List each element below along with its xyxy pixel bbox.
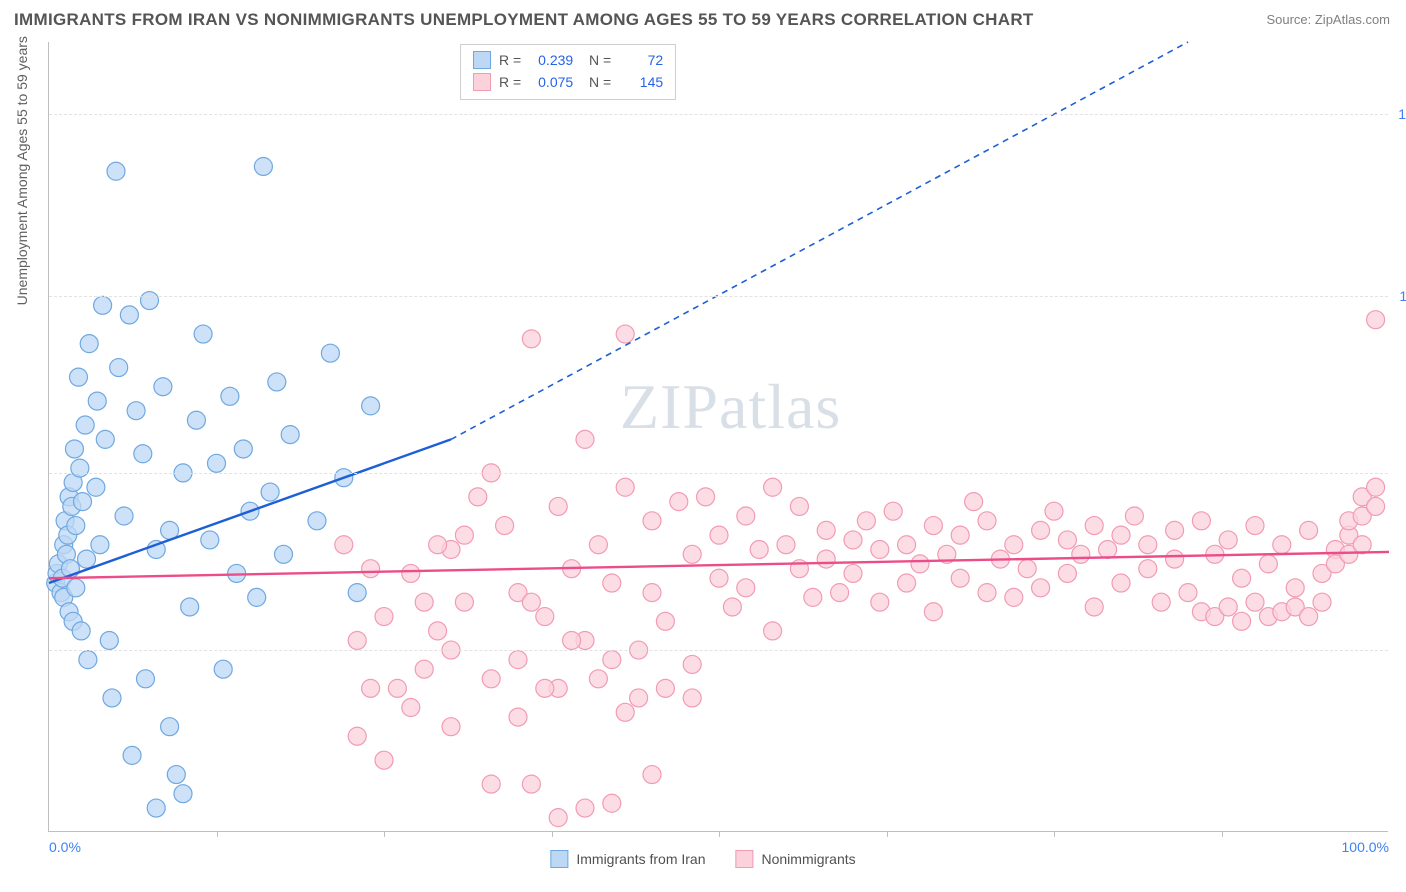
legend-item-1: Immigrants from Iran	[550, 850, 705, 868]
n-value-2: 145	[619, 74, 663, 90]
swatch-bottom-1	[550, 850, 568, 868]
y-axis-label: Unemployment Among Ages 55 to 59 years	[14, 36, 30, 305]
swatch-series-1	[473, 51, 491, 69]
legend-label-1: Immigrants from Iran	[576, 851, 705, 867]
r-value-2: 0.075	[529, 74, 573, 90]
y-tick-label: 11.2%	[1390, 288, 1406, 304]
n-value-1: 72	[619, 52, 663, 68]
y-tick-label: 15.0%	[1390, 106, 1406, 122]
x-tick-label: 100.0%	[1342, 839, 1389, 855]
series-legend: Immigrants from Iran Nonimmigrants	[550, 850, 855, 868]
swatch-series-2	[473, 73, 491, 91]
r-value-1: 0.239	[529, 52, 573, 68]
y-tick-label: 3.8%	[1390, 642, 1406, 658]
r-label: R =	[499, 52, 521, 68]
chart-svg	[49, 42, 1388, 831]
swatch-bottom-2	[736, 850, 754, 868]
n-label: N =	[581, 52, 611, 68]
y-tick-label: 7.5%	[1390, 465, 1406, 481]
plot-area: 3.8%7.5%11.2%15.0%0.0%100.0%	[48, 42, 1388, 832]
r-label: R =	[499, 74, 521, 90]
x-tick-label: 0.0%	[49, 839, 81, 855]
correlation-legend: R = 0.239 N = 72 R = 0.075 N = 145	[460, 44, 676, 100]
legend-row-series-2: R = 0.075 N = 145	[473, 71, 663, 93]
legend-row-series-1: R = 0.239 N = 72	[473, 49, 663, 71]
source-attribution: Source: ZipAtlas.com	[1266, 12, 1390, 27]
chart-title: IMMIGRANTS FROM IRAN VS NONIMMIGRANTS UN…	[14, 10, 1034, 30]
legend-label-2: Nonimmigrants	[762, 851, 856, 867]
legend-item-2: Nonimmigrants	[736, 850, 856, 868]
n-label: N =	[581, 74, 611, 90]
